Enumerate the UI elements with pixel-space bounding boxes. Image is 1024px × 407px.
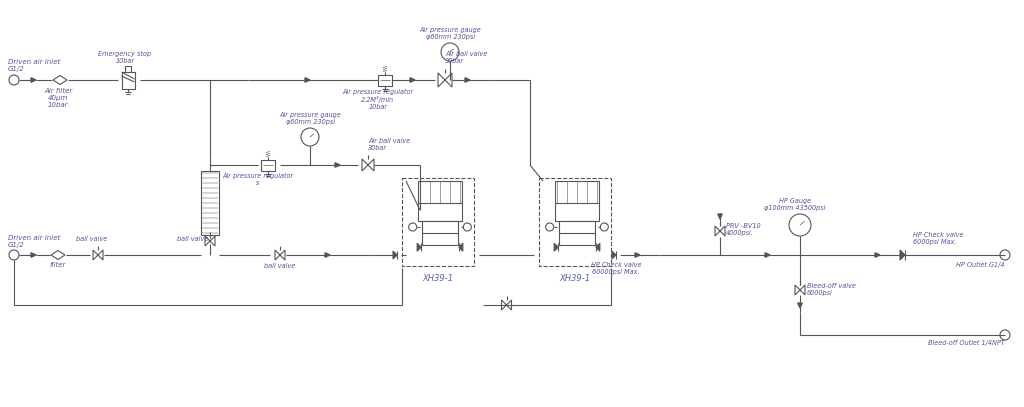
Circle shape — [1000, 330, 1010, 340]
Polygon shape — [417, 243, 421, 251]
Polygon shape — [335, 163, 340, 167]
Polygon shape — [31, 253, 36, 257]
Circle shape — [409, 223, 417, 231]
Polygon shape — [275, 250, 285, 260]
Text: Air pressure gauge
φ60mm 230psi: Air pressure gauge φ60mm 230psi — [419, 27, 481, 40]
Polygon shape — [465, 78, 470, 82]
Bar — [418, 181, 462, 221]
Polygon shape — [53, 76, 67, 85]
Text: Driven air inlet
G1/2: Driven air inlet G1/2 — [8, 235, 60, 248]
Text: ball valve: ball valve — [177, 236, 208, 242]
Text: filter: filter — [50, 262, 67, 268]
Polygon shape — [502, 300, 512, 310]
Bar — [539, 178, 611, 266]
Circle shape — [441, 43, 459, 61]
Text: XH39-1: XH39-1 — [423, 274, 454, 283]
Polygon shape — [410, 78, 415, 82]
Circle shape — [790, 214, 811, 236]
Polygon shape — [596, 243, 600, 251]
Circle shape — [301, 128, 319, 146]
Polygon shape — [635, 253, 640, 257]
Polygon shape — [31, 78, 36, 82]
Polygon shape — [765, 253, 770, 257]
Text: Air pressure gauge
φ60mm 230psi: Air pressure gauge φ60mm 230psi — [280, 112, 341, 125]
Text: Driven air inlet
G1/2: Driven air inlet G1/2 — [8, 59, 60, 72]
Polygon shape — [438, 73, 452, 87]
Bar — [402, 178, 474, 266]
Bar — [261, 160, 275, 171]
Polygon shape — [325, 253, 330, 257]
Text: Air ball valve
30bar: Air ball valve 30bar — [368, 138, 411, 151]
Text: HP Check valve
60000psi Max.: HP Check valve 60000psi Max. — [591, 262, 641, 275]
Polygon shape — [93, 250, 103, 260]
Circle shape — [463, 223, 471, 231]
Polygon shape — [715, 226, 725, 236]
Text: HP Gauge
φ100mm 43500psi: HP Gauge φ100mm 43500psi — [764, 198, 825, 211]
Circle shape — [9, 75, 19, 85]
Circle shape — [546, 223, 554, 231]
Bar — [122, 72, 134, 89]
Polygon shape — [51, 250, 65, 260]
Text: XH39-1: XH39-1 — [559, 274, 591, 283]
Polygon shape — [305, 78, 310, 82]
Polygon shape — [459, 243, 463, 251]
Bar — [378, 74, 392, 85]
Text: Air pressure regulator
s: Air pressure regulator s — [222, 173, 294, 186]
Polygon shape — [798, 303, 802, 308]
Text: Air filter
40μm
10bar: Air filter 40μm 10bar — [44, 88, 72, 108]
Polygon shape — [900, 250, 905, 260]
Polygon shape — [205, 236, 215, 246]
Polygon shape — [393, 251, 397, 259]
Text: Bleed-off valve
6000psi: Bleed-off valve 6000psi — [807, 284, 856, 297]
Polygon shape — [612, 251, 616, 259]
Bar — [555, 181, 599, 221]
Text: HP Outlet G1/4: HP Outlet G1/4 — [956, 262, 1005, 268]
Text: PRV -BV10
4000psi.: PRV -BV10 4000psi. — [726, 223, 761, 236]
Bar — [559, 221, 595, 245]
Text: ball valve: ball valve — [77, 236, 108, 242]
Text: HP Check valve
6000psi Max.: HP Check valve 6000psi Max. — [913, 232, 964, 245]
Text: Air pressure regulator
2.2M³/min
10bar: Air pressure regulator 2.2M³/min 10bar — [342, 89, 414, 110]
Polygon shape — [874, 253, 880, 257]
Bar — [422, 221, 458, 245]
Text: ball valve: ball valve — [264, 263, 296, 269]
Polygon shape — [718, 214, 722, 219]
Text: Emergency stop
10bar: Emergency stop 10bar — [98, 51, 152, 64]
Polygon shape — [362, 159, 374, 171]
Circle shape — [9, 250, 19, 260]
Bar — [201, 171, 219, 235]
Circle shape — [1000, 250, 1010, 260]
Circle shape — [600, 223, 608, 231]
Text: Air ball valve
30bar: Air ball valve 30bar — [445, 51, 487, 64]
Text: Bleed-off Outlet 1/4NPT: Bleed-off Outlet 1/4NPT — [928, 340, 1005, 346]
Polygon shape — [795, 285, 805, 295]
Polygon shape — [554, 243, 558, 251]
